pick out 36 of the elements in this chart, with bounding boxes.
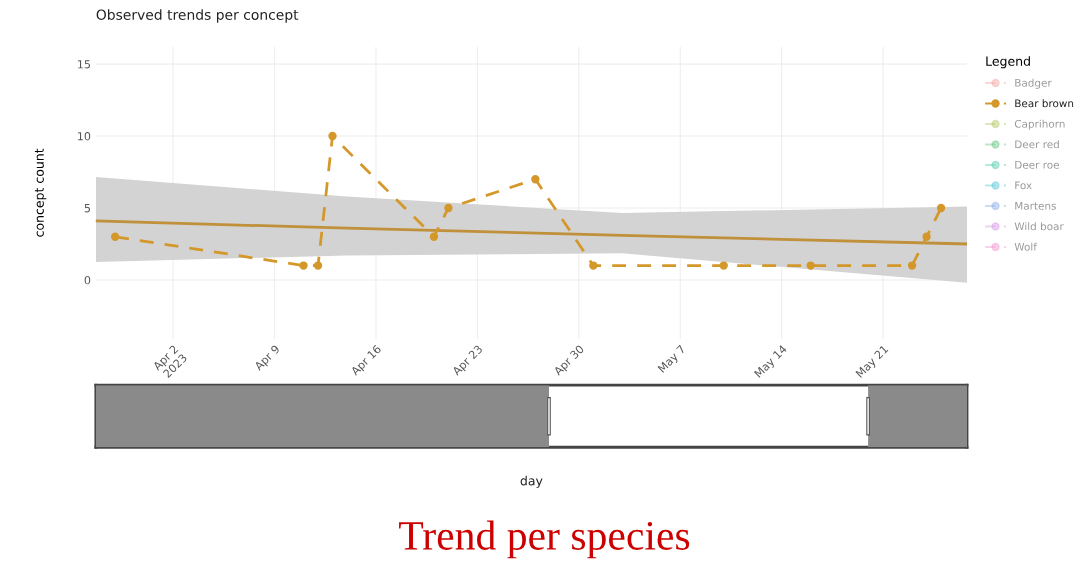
chart-title: Observed trends per concept bbox=[96, 9, 299, 23]
point bbox=[313, 261, 323, 270]
legend-label: Deer roe bbox=[1015, 161, 1059, 169]
point bbox=[907, 261, 917, 270]
point bbox=[429, 232, 439, 241]
line-series bbox=[95, 219, 968, 246]
legend-label: Wild boar bbox=[1014, 222, 1064, 231]
legend-label: Caprihorn bbox=[1014, 119, 1065, 130]
x-tick-label: Apr 16 bbox=[350, 344, 384, 378]
point bbox=[719, 261, 728, 270]
legend-label: Fox bbox=[1015, 181, 1032, 190]
legend-label: Badger bbox=[1015, 78, 1052, 89]
point bbox=[328, 131, 337, 141]
point bbox=[531, 175, 540, 184]
legend-label: Bear brown bbox=[1015, 99, 1074, 108]
x-tick-label: Apr 23 bbox=[451, 344, 485, 378]
legend-label: Wolf bbox=[1014, 242, 1038, 251]
legend-label: Deer red bbox=[1015, 140, 1059, 149]
text: Trend per species bbox=[399, 520, 690, 559]
point bbox=[589, 261, 598, 270]
point bbox=[922, 232, 931, 241]
point bbox=[110, 232, 120, 241]
y-tick-label: 10 bbox=[78, 132, 91, 141]
point bbox=[936, 203, 946, 213]
legend-label: Martens bbox=[1015, 202, 1056, 210]
x-tick-label: Apr 30 bbox=[552, 344, 586, 378]
y-tick-label: 0 bbox=[84, 275, 91, 285]
legend-title: Legend bbox=[986, 56, 1030, 69]
y-axis-title: concept count bbox=[34, 148, 47, 237]
point bbox=[806, 261, 815, 270]
y-tick-label: 5 bbox=[84, 204, 90, 213]
y-tick-label: 15 bbox=[78, 60, 90, 69]
point bbox=[444, 203, 453, 213]
point bbox=[299, 261, 308, 270]
x-tick-label: Apr 9 bbox=[253, 344, 282, 373]
text: day bbox=[520, 475, 543, 488]
